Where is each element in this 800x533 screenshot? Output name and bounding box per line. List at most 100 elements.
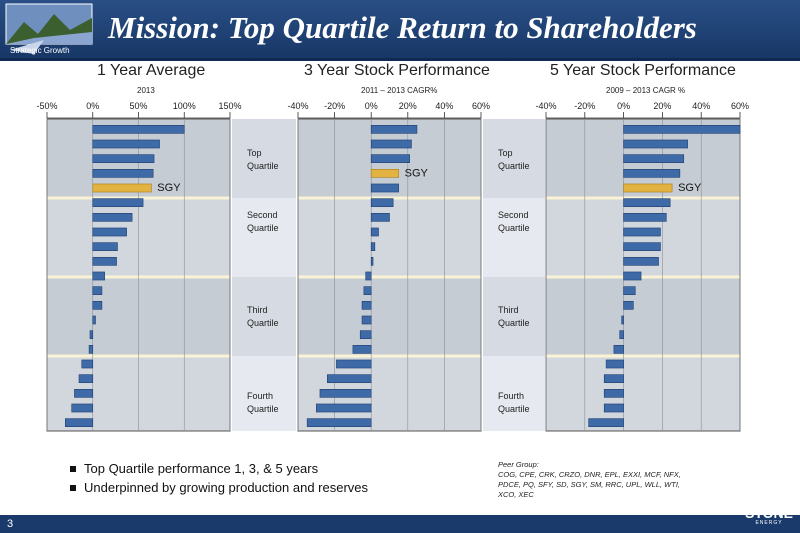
bar [89, 330, 94, 339]
tick-label: -40% [535, 101, 556, 111]
bar [621, 315, 624, 325]
chart-2-subtitle: 2011 – 2013 CAGR% [361, 86, 438, 95]
bar [92, 213, 133, 222]
bar [92, 198, 144, 207]
bar [619, 330, 624, 339]
quartile-label: Second [247, 210, 278, 220]
tick-label: 100% [173, 101, 196, 111]
page-title: Mission: Top Quartile Return to Sharehol… [108, 10, 697, 45]
quartile-label: Fourth [498, 391, 524, 401]
tick-label: 60% [731, 101, 749, 111]
bullet-item: Underpinned by growing production and re… [70, 480, 368, 495]
bar [623, 271, 642, 281]
tick-label: 40% [692, 101, 710, 111]
tick-label: -20% [574, 101, 595, 111]
bar [74, 388, 94, 398]
highlight-label: SGY [405, 167, 429, 179]
bar [65, 418, 94, 427]
peer-group-note: Peer Group: COG, CPE, CRK, CRZO, DNR, EP… [498, 460, 698, 500]
bullet-square-icon [70, 465, 76, 472]
tick-label: -50% [36, 101, 57, 111]
bar [370, 154, 410, 163]
label-band [232, 119, 296, 198]
bullet-item: Top Quartile performance 1, 3, & 5 years [70, 461, 368, 476]
label-band [483, 198, 545, 277]
page-number: 3 [7, 518, 14, 530]
bar [92, 315, 96, 325]
bar [359, 330, 372, 339]
bar [370, 139, 412, 149]
bar [352, 344, 372, 354]
bar [88, 344, 94, 354]
bar [588, 418, 624, 427]
quartile-label: Quartile [498, 404, 530, 414]
highlight-bar [370, 169, 399, 178]
label-band [483, 119, 545, 198]
quartile-label: Top [247, 148, 262, 158]
bar [92, 139, 160, 149]
bar [92, 227, 127, 237]
bar [92, 300, 103, 310]
mountain-logo-icon [5, 3, 93, 54]
quartile-label: Quartile [498, 223, 530, 233]
highlight-bar [623, 183, 673, 193]
bar [92, 125, 185, 134]
tick-label: -20% [324, 101, 345, 111]
bar [623, 169, 681, 178]
highlight-bar [92, 183, 152, 193]
chart-1-title: 1 Year Average [97, 62, 206, 79]
bar [623, 139, 688, 149]
bar [306, 418, 372, 427]
bar [370, 227, 379, 237]
bar [603, 388, 624, 398]
tick-label: 150% [218, 101, 241, 111]
quartile-label: Second [498, 210, 529, 220]
quartile-label: Quartile [498, 318, 530, 328]
bar [92, 169, 154, 178]
bar [92, 256, 117, 266]
chart-2-title: 3 Year Stock Performance [304, 62, 490, 79]
chart-1-subtitle: 2013 [137, 86, 155, 95]
bar [370, 213, 390, 222]
bullet-list: Top Quartile performance 1, 3, & 5 years… [70, 461, 368, 499]
quartile-label: Third [247, 305, 268, 315]
plot-band [546, 277, 740, 356]
bar [623, 242, 661, 251]
label-band [483, 356, 545, 431]
footer-bar [0, 515, 800, 533]
tick-label: 0% [617, 101, 630, 111]
header-bar [0, 0, 800, 61]
bar [370, 198, 394, 207]
quartile-label: Fourth [247, 391, 273, 401]
quartile-label: Quartile [498, 161, 530, 171]
bar [370, 256, 374, 266]
chart-3-title: 5 Year Stock Performance [550, 62, 736, 79]
stone-energy-tagline: ENERGY [755, 520, 783, 526]
bar [370, 183, 399, 193]
peer-group-label: Peer Group: [498, 460, 539, 469]
tick-label: -40% [287, 101, 308, 111]
tick-label: 40% [435, 101, 453, 111]
bar [603, 374, 624, 383]
label-band [232, 277, 296, 356]
plot-band [546, 356, 740, 431]
label-band [232, 356, 296, 431]
chart-3-subtitle: 2009 – 2013 CAGR % [606, 86, 686, 95]
bar [623, 198, 671, 207]
peer-group-list: COG, CPE, CRK, CRZO, DNR, EPL, EXXI, MCF… [498, 470, 681, 499]
bar [623, 256, 659, 266]
quartile-label: Quartile [247, 223, 279, 233]
tick-label: 0% [365, 101, 378, 111]
bar [613, 344, 624, 354]
bar [623, 286, 636, 295]
tick-label: 60% [472, 101, 490, 111]
bar [623, 213, 667, 222]
bar [361, 315, 372, 325]
bar [370, 242, 376, 251]
bar [365, 271, 372, 281]
label-band [232, 198, 296, 277]
quartile-label: Quartile [247, 404, 279, 414]
bar [92, 271, 105, 281]
bar [92, 242, 118, 251]
quartile-label: Top [498, 148, 513, 158]
